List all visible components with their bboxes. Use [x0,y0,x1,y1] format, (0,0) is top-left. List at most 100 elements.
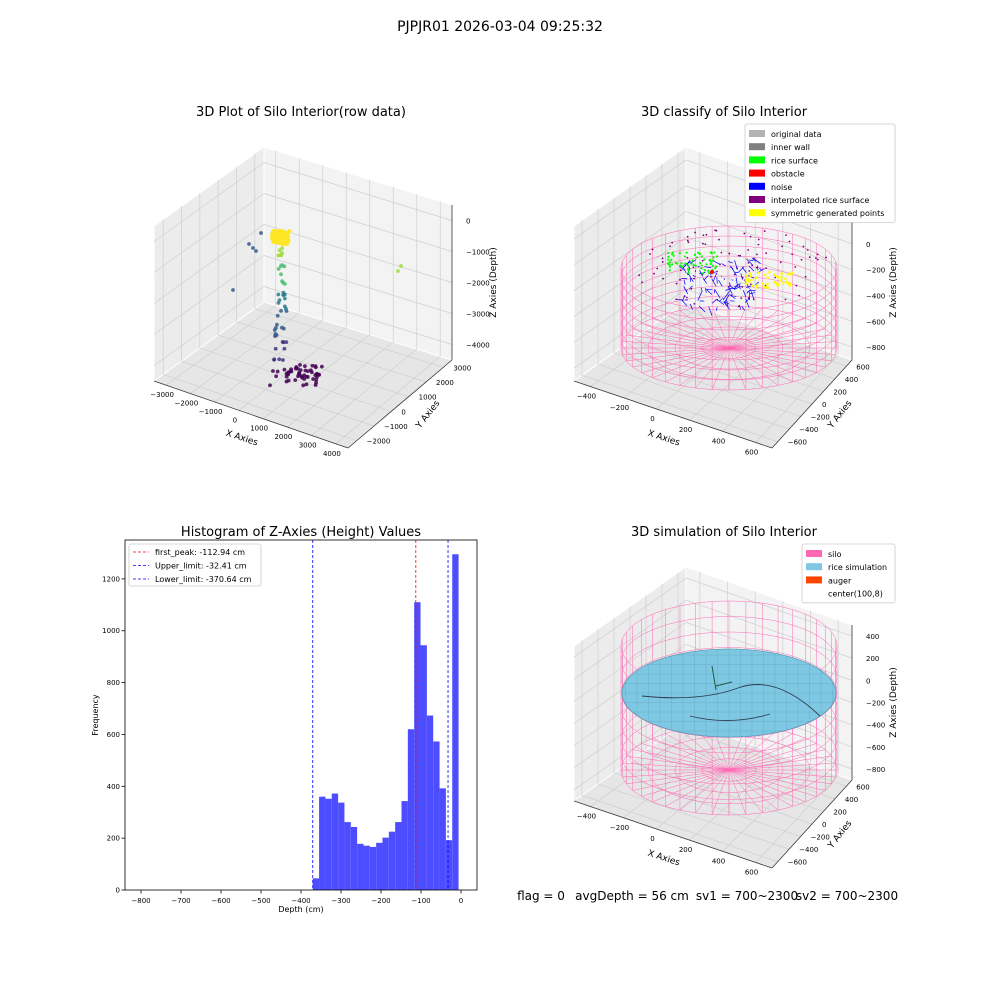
histogram-bar [363,845,370,890]
histogram-bar [414,602,421,890]
cls-ztick: −600 [866,318,885,326]
cls-symmetric-point [747,278,750,281]
cls-rice-surface-point [697,251,700,254]
raw-point [271,239,276,245]
sim-xtick: −400 [577,813,596,821]
sim-auger [711,665,717,691]
raw-xaxis-line [153,380,349,449]
cls-rice-surface-point [668,265,672,268]
histogram-bar [452,554,459,890]
raw-ytick: 1000 [419,394,437,402]
cls-noise-stroke [683,280,686,285]
cls-rice-surface-point [668,269,671,272]
histogram-ytick-label: 1000 [102,627,120,635]
raw-xtick: −2000 [175,400,199,408]
cls-interpolated-point [702,242,704,245]
cls-rice-surface-point [671,251,675,254]
cls-noise-stroke [704,266,712,269]
cls-symmetric-point [749,274,753,278]
cls-ygrid [597,363,790,430]
sim-xtick: 600 [745,868,758,876]
raw-xgrid [287,341,394,428]
raw-point [317,372,321,377]
cls-symmetric-point [766,276,769,280]
cls-ygrid [581,375,778,443]
raw-zgrid-left [153,255,265,335]
cls-symmetric-point [766,282,769,286]
cls-noise-stroke [745,298,750,309]
raw-xtick: 0 [233,416,237,424]
cls-symmetric-point [774,282,778,285]
histogram-bar [350,827,358,890]
classify-title: 3D classify of Silo Interior [641,105,808,120]
raw-xtick: −3000 [150,391,174,399]
histogram-title: Histogram of Z-Axies (Height) Values [181,525,421,540]
raw-xtick: 3000 [299,441,317,449]
sim-ytick: −400 [799,846,818,854]
cls-interpolated-point [679,278,681,281]
cls-noise-stroke [722,297,724,300]
raw-point [274,374,279,379]
cls-legend-swatch [749,130,765,137]
cls-zgrid-back [685,237,853,296]
cls-interpolated-point [687,241,690,244]
raw-point [254,249,258,253]
raw-point [279,308,283,313]
raw-point [273,346,278,351]
cls-noise-stroke [689,303,693,310]
sim-legend-label: auger [828,576,852,585]
cls-rice-surface-point [700,255,703,258]
cls-symmetric-point [750,278,753,282]
sim-legend-box [801,543,896,604]
cls-yaxis-line [771,359,853,449]
cls-noise-stroke [698,305,706,313]
histogram-panel: Histogram of Z-Axies (Height) Values −80… [91,525,478,914]
sim-legend-label: rice simulation [828,563,887,572]
cls-interpolated-point [733,273,736,276]
cls-ytick: −200 [811,414,830,422]
raw-point [271,369,275,373]
cls-noise-stroke [686,273,689,276]
cls-interpolated-point [741,285,744,288]
sim-zgrid-left [573,599,687,680]
cls-noise-stroke [711,278,717,287]
sim-zgrid-left [573,622,687,702]
cls-interpolated-point [651,248,654,251]
cls-noise-stroke [744,298,750,303]
sim-ygrid [629,761,813,825]
raw-point [284,306,288,311]
cls-noise-stroke [716,299,724,305]
cls-symmetric-point [751,284,755,287]
cls-noise-stroke [745,285,751,288]
sim-yaxis-line [771,779,853,869]
cls-zlabel: Z Axies (Depth) [889,247,899,318]
histogram-xtick-label: −200 [371,897,390,905]
cls-symmetric-point [780,275,783,279]
sim-auger [715,681,733,687]
raw-point [399,264,403,268]
raw-point [272,357,277,362]
sim-zgrid-back [685,577,853,637]
cls-symmetric-point [788,284,792,287]
raw-data-title: 3D Plot of Silo Interior(row data) [196,105,406,120]
raw-ztick: 0 [466,218,470,226]
cls-legend-swatch [749,182,765,190]
cls-noise-stroke [722,290,731,300]
cls-ztick: −800 [866,344,885,352]
cls-interpolated-point [662,277,665,280]
raw-yaxis-line [347,359,453,449]
histogram-legend-box [128,543,262,587]
raw-point [284,371,289,376]
sim-legend-label: silo [828,550,842,559]
sim-ztick: −400 [866,722,885,730]
cls-rice-surface-point [678,251,682,255]
cls-symmetric-point [764,286,768,290]
cls-interpolated-point [806,248,809,251]
cls-rice-surface-point [684,262,687,265]
cls-noise-stroke [734,260,738,270]
sv2-text: sv2 = 700~2300 [796,889,898,903]
cls-symmetric-point [784,277,787,281]
sim-zgrid-left [573,577,687,658]
cls-noise-stroke [716,307,718,311]
raw-point [303,364,307,369]
